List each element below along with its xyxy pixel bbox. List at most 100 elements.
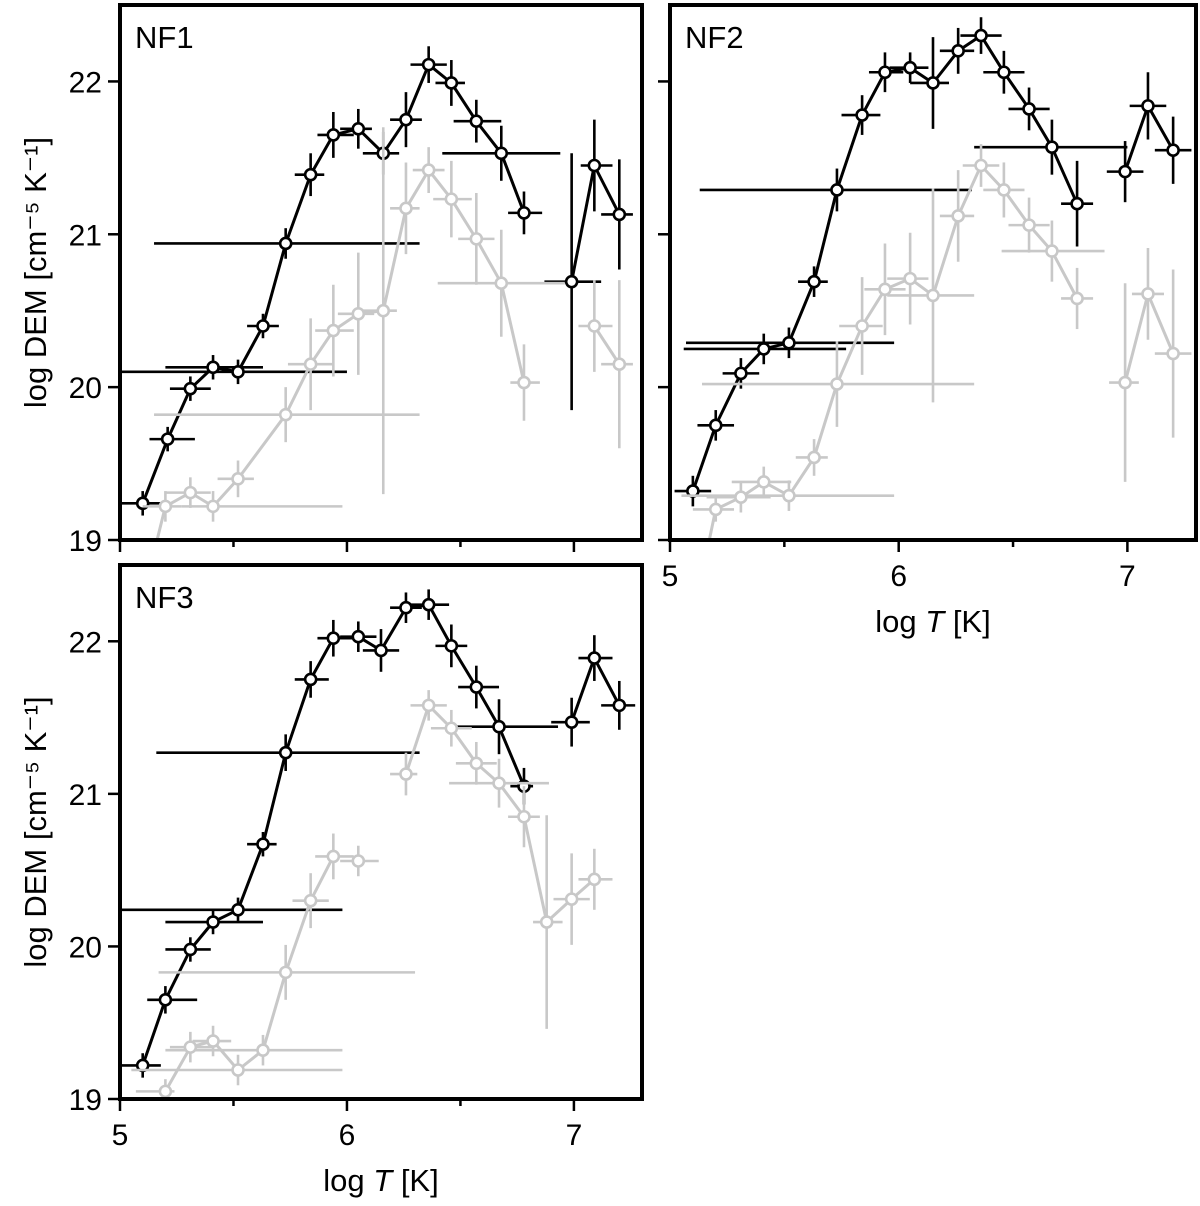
series-black	[120, 589, 636, 1078]
x-tick-label: 6	[890, 560, 907, 593]
plot-frame	[118, 563, 644, 1101]
data-point	[278, 236, 293, 251]
series-line	[593, 325, 621, 366]
data-point	[278, 965, 293, 980]
data-point	[183, 1040, 198, 1054]
data-point	[997, 65, 1011, 80]
data-point	[256, 319, 270, 333]
data-point	[564, 274, 579, 289]
data-point	[326, 631, 341, 646]
data-point	[469, 756, 484, 771]
data-point	[160, 432, 175, 446]
data-point	[399, 112, 413, 127]
data-point	[206, 360, 220, 375]
data-point	[206, 499, 220, 514]
x-axis-label-unit: [K]	[392, 1163, 439, 1198]
data-point	[326, 849, 341, 864]
data-point	[587, 319, 602, 333]
data-point	[517, 809, 531, 824]
series-black	[674, 17, 1192, 507]
x-axis-label-variable: T	[925, 604, 946, 639]
data-point	[807, 274, 821, 289]
data-point	[517, 206, 531, 220]
data-point	[303, 893, 318, 908]
data-point	[807, 450, 821, 465]
y-axis-label: log DEM [cm⁻⁵ K⁻¹]	[18, 137, 53, 408]
data-point	[782, 488, 796, 503]
data-point	[1022, 102, 1036, 116]
y-tick-label: 19	[69, 525, 102, 558]
data-point	[1166, 143, 1180, 158]
data-point	[158, 993, 173, 1007]
data-point	[734, 366, 748, 381]
x-axis-label-prefix: log	[323, 1163, 373, 1198]
data-point	[303, 357, 318, 372]
data-point	[183, 942, 198, 957]
data-point	[587, 651, 602, 665]
panel-1: 19 20 21 22 NF1 log DEM [cm⁻⁵ K⁻¹]	[18, 3, 644, 558]
data-point	[469, 232, 484, 246]
data-point	[878, 65, 892, 80]
data-point	[756, 342, 771, 356]
data-point	[278, 407, 293, 422]
data-point	[974, 28, 988, 43]
x-axis-label-unit: [K]	[944, 604, 991, 639]
data-point	[278, 745, 293, 760]
data-point	[351, 629, 366, 644]
data-point	[421, 597, 436, 612]
series-gray	[131, 690, 613, 1099]
data-point	[494, 146, 509, 161]
data-point	[421, 163, 436, 177]
data-point	[903, 271, 917, 286]
data-point	[256, 1043, 270, 1057]
data-point	[376, 303, 391, 318]
data-point	[494, 276, 509, 291]
data-point	[782, 336, 796, 350]
data-point	[158, 499, 173, 514]
data-point	[492, 719, 506, 734]
data-point	[303, 167, 318, 182]
data-point	[492, 776, 506, 790]
data-point	[1022, 218, 1036, 232]
data-point	[539, 915, 554, 929]
x-tick-label: 7	[566, 1119, 583, 1152]
data-point	[587, 158, 602, 173]
data-point	[855, 108, 869, 122]
plot-frame	[668, 3, 1198, 542]
data-point	[587, 872, 602, 887]
data-point	[399, 767, 413, 781]
series-line	[707, 164, 1079, 540]
data-point	[469, 680, 484, 694]
data-point	[997, 183, 1011, 197]
x-tick-label: 7	[1119, 560, 1136, 593]
x-axis-label-variable: T	[373, 1163, 394, 1198]
data-point	[256, 837, 270, 852]
panel-3: 5 6 7 19 20 21 22 NF3 log DEM [cm⁻⁵ K⁻¹] log T [K…	[18, 563, 644, 1198]
panel-title: NF2	[685, 20, 744, 55]
data-point	[303, 672, 318, 687]
data-point	[231, 903, 245, 917]
data-point	[183, 485, 198, 500]
panel-2: 5 6 7 NF2 log T [K]	[658, 3, 1198, 639]
data-point	[421, 57, 436, 72]
data-point	[756, 475, 771, 489]
data-point	[1166, 346, 1180, 361]
panel-title: NF3	[135, 580, 194, 615]
data-point	[517, 375, 531, 390]
data-point	[1141, 99, 1155, 113]
data-point	[351, 122, 366, 136]
data-point	[206, 915, 220, 929]
data-point	[1070, 196, 1084, 211]
series-gray	[681, 144, 1192, 540]
x-tick-label: 5	[662, 560, 679, 593]
y-tick-label: 20	[69, 372, 102, 405]
data-point	[444, 721, 459, 736]
data-point	[830, 183, 844, 197]
y-tick-label: 21	[69, 219, 102, 252]
data-point	[231, 1063, 245, 1077]
data-point	[1045, 140, 1059, 154]
y-tick-label: 19	[69, 1084, 102, 1117]
x-axis-label: log T [K]	[323, 1163, 438, 1198]
data-point	[326, 323, 341, 338]
